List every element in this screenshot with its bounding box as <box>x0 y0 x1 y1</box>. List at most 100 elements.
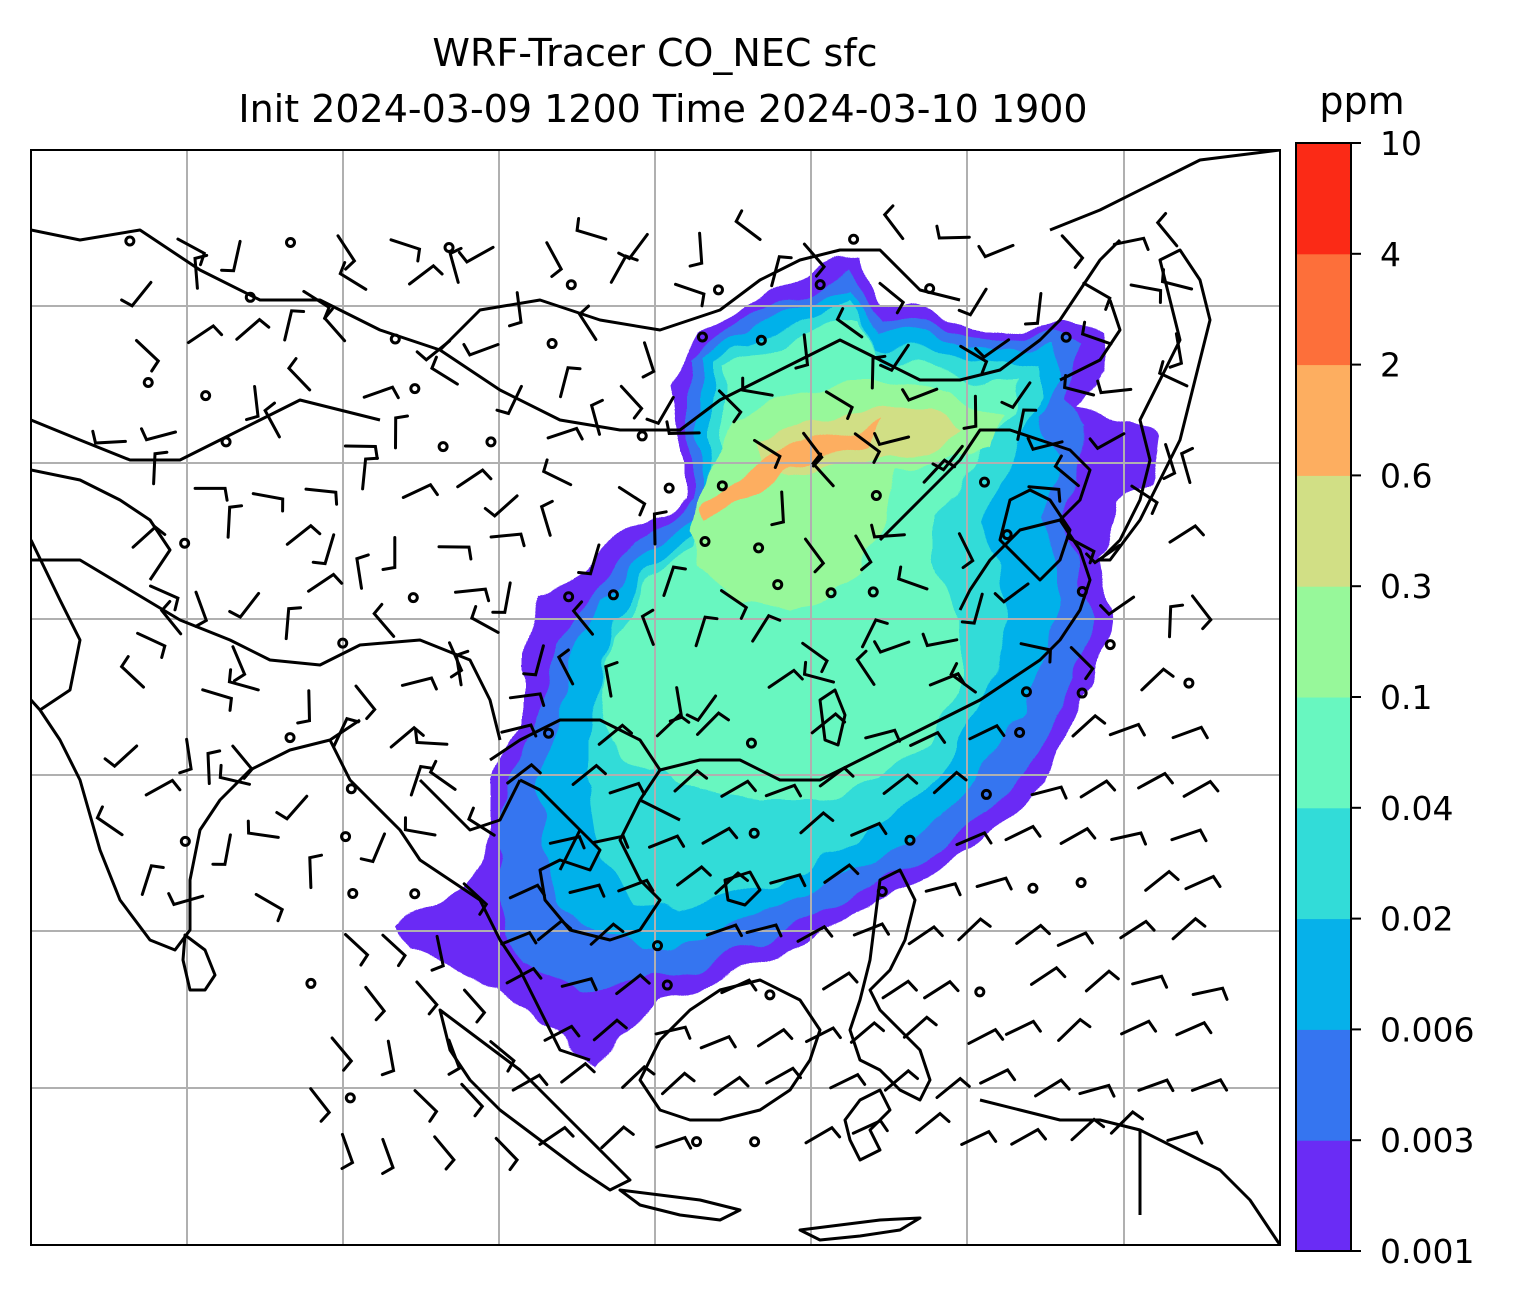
wind-barb <box>1131 974 1169 989</box>
wind-barb <box>1082 281 1112 311</box>
wind-barb <box>119 655 145 689</box>
colorbar-band <box>1296 586 1351 698</box>
wind-barb <box>769 873 807 888</box>
wind-barb <box>861 618 889 649</box>
wind-barb <box>1057 1017 1092 1042</box>
wind-barb <box>1191 986 1229 1001</box>
wind-barb <box>979 1067 1017 1085</box>
wind-barb <box>1060 234 1085 269</box>
wind-barb <box>430 355 459 386</box>
wind-barb <box>1171 725 1209 740</box>
wind-barb <box>661 1071 696 1096</box>
wind-barb <box>556 648 575 686</box>
wind-barb <box>705 923 743 938</box>
wind-barb <box>882 204 905 241</box>
wind-barb <box>977 243 1015 259</box>
calm-wind-marker <box>663 482 675 494</box>
calm-wind-marker <box>764 989 776 1001</box>
calm-wind-marker <box>1014 726 1026 738</box>
wind-barb <box>409 764 435 797</box>
wind-barb <box>949 662 977 694</box>
wind-barb <box>935 224 971 240</box>
colorbar-bands <box>1296 143 1351 1252</box>
wind-barb <box>615 973 651 996</box>
wind-barb <box>577 543 601 576</box>
wind-barb <box>873 640 911 654</box>
wind-barb <box>655 1135 693 1150</box>
colorbar-tick-label: 0.02 <box>1380 900 1453 939</box>
wind-barb <box>539 499 554 537</box>
calm-wind-marker <box>699 536 711 548</box>
wind-barb <box>1175 1020 1213 1037</box>
calm-wind-marker <box>1075 877 1087 889</box>
wind-barb <box>1119 919 1156 940</box>
wind-barb <box>1019 642 1052 664</box>
wind-barb <box>231 744 254 780</box>
coastline-bay-of-bengal <box>328 739 591 1062</box>
wind-barb <box>144 778 182 797</box>
calm-wind-marker <box>1060 331 1072 343</box>
wind-barb <box>959 344 989 375</box>
wind-barb <box>617 486 647 517</box>
calm-wind-marker <box>748 827 760 839</box>
calm-wind-marker <box>1076 585 1088 597</box>
wind-barb <box>589 398 604 436</box>
wind-barb <box>245 385 260 422</box>
map-title-line2: Init 2024-03-09 1200 Time 2024-03-10 190… <box>238 87 1087 131</box>
calm-wind-marker <box>745 737 757 749</box>
wind-barb <box>457 245 495 264</box>
wind-barb <box>1129 283 1163 304</box>
wind-barb <box>962 394 978 430</box>
coastline-japan <box>1098 248 1212 562</box>
wind-barb <box>286 357 312 392</box>
wind-barb <box>589 922 625 946</box>
wind-barb <box>621 1064 656 1089</box>
colorbar-tick-label: 0.6 <box>1380 456 1432 495</box>
colorbar-band <box>1296 143 1351 255</box>
wind-barb <box>1096 379 1133 395</box>
coastline-sumatra <box>438 1008 632 1192</box>
wind-barb <box>304 487 339 506</box>
coastline-borneo <box>638 978 822 1122</box>
colorbar-band <box>1296 475 1351 587</box>
wind-barb <box>456 468 493 489</box>
wind-barb <box>538 1125 575 1146</box>
wind-barb <box>463 988 487 1024</box>
wind-barb <box>881 979 918 1000</box>
wind-barb <box>955 831 993 847</box>
colorbar-tick-label: 2 <box>1380 346 1401 385</box>
wind-barb <box>654 1025 692 1040</box>
wind-barb <box>770 490 785 527</box>
wind-barb <box>960 1129 998 1146</box>
wind-barb <box>1184 874 1222 891</box>
border-mongolia <box>438 248 961 352</box>
map-title-line1: WRF-Tracer CO_NEC sfc <box>432 31 877 75</box>
wind-barb <box>359 832 386 864</box>
wind-barb <box>448 246 463 284</box>
calm-wind-marker <box>753 542 765 554</box>
coastline-india <box>31 539 361 952</box>
wind-barb <box>1010 1127 1047 1146</box>
wind-barb <box>854 534 873 572</box>
calm-wind-marker <box>825 587 837 599</box>
wind-barb <box>559 366 582 399</box>
wind-barb <box>1109 1110 1144 1135</box>
calm-wind-marker <box>305 977 317 989</box>
wind-barb <box>167 892 205 907</box>
wind-barb <box>640 608 655 646</box>
wind-barb <box>311 533 336 566</box>
wind-barb <box>878 281 906 315</box>
wind-barb <box>149 584 180 612</box>
wind-barb <box>511 1073 549 1092</box>
calm-wind-marker <box>980 788 992 800</box>
wind-barb <box>1099 595 1136 617</box>
colorbar-band <box>1296 1029 1351 1141</box>
wind-barb <box>720 779 757 798</box>
calm-wind-marker <box>200 390 212 402</box>
wind-barb <box>1078 1083 1116 1098</box>
wind-barb <box>1140 667 1175 692</box>
wind-barb <box>810 712 847 735</box>
wind-barb <box>855 649 876 686</box>
wind-barb <box>263 401 281 439</box>
calm-wind-marker <box>1076 687 1088 699</box>
